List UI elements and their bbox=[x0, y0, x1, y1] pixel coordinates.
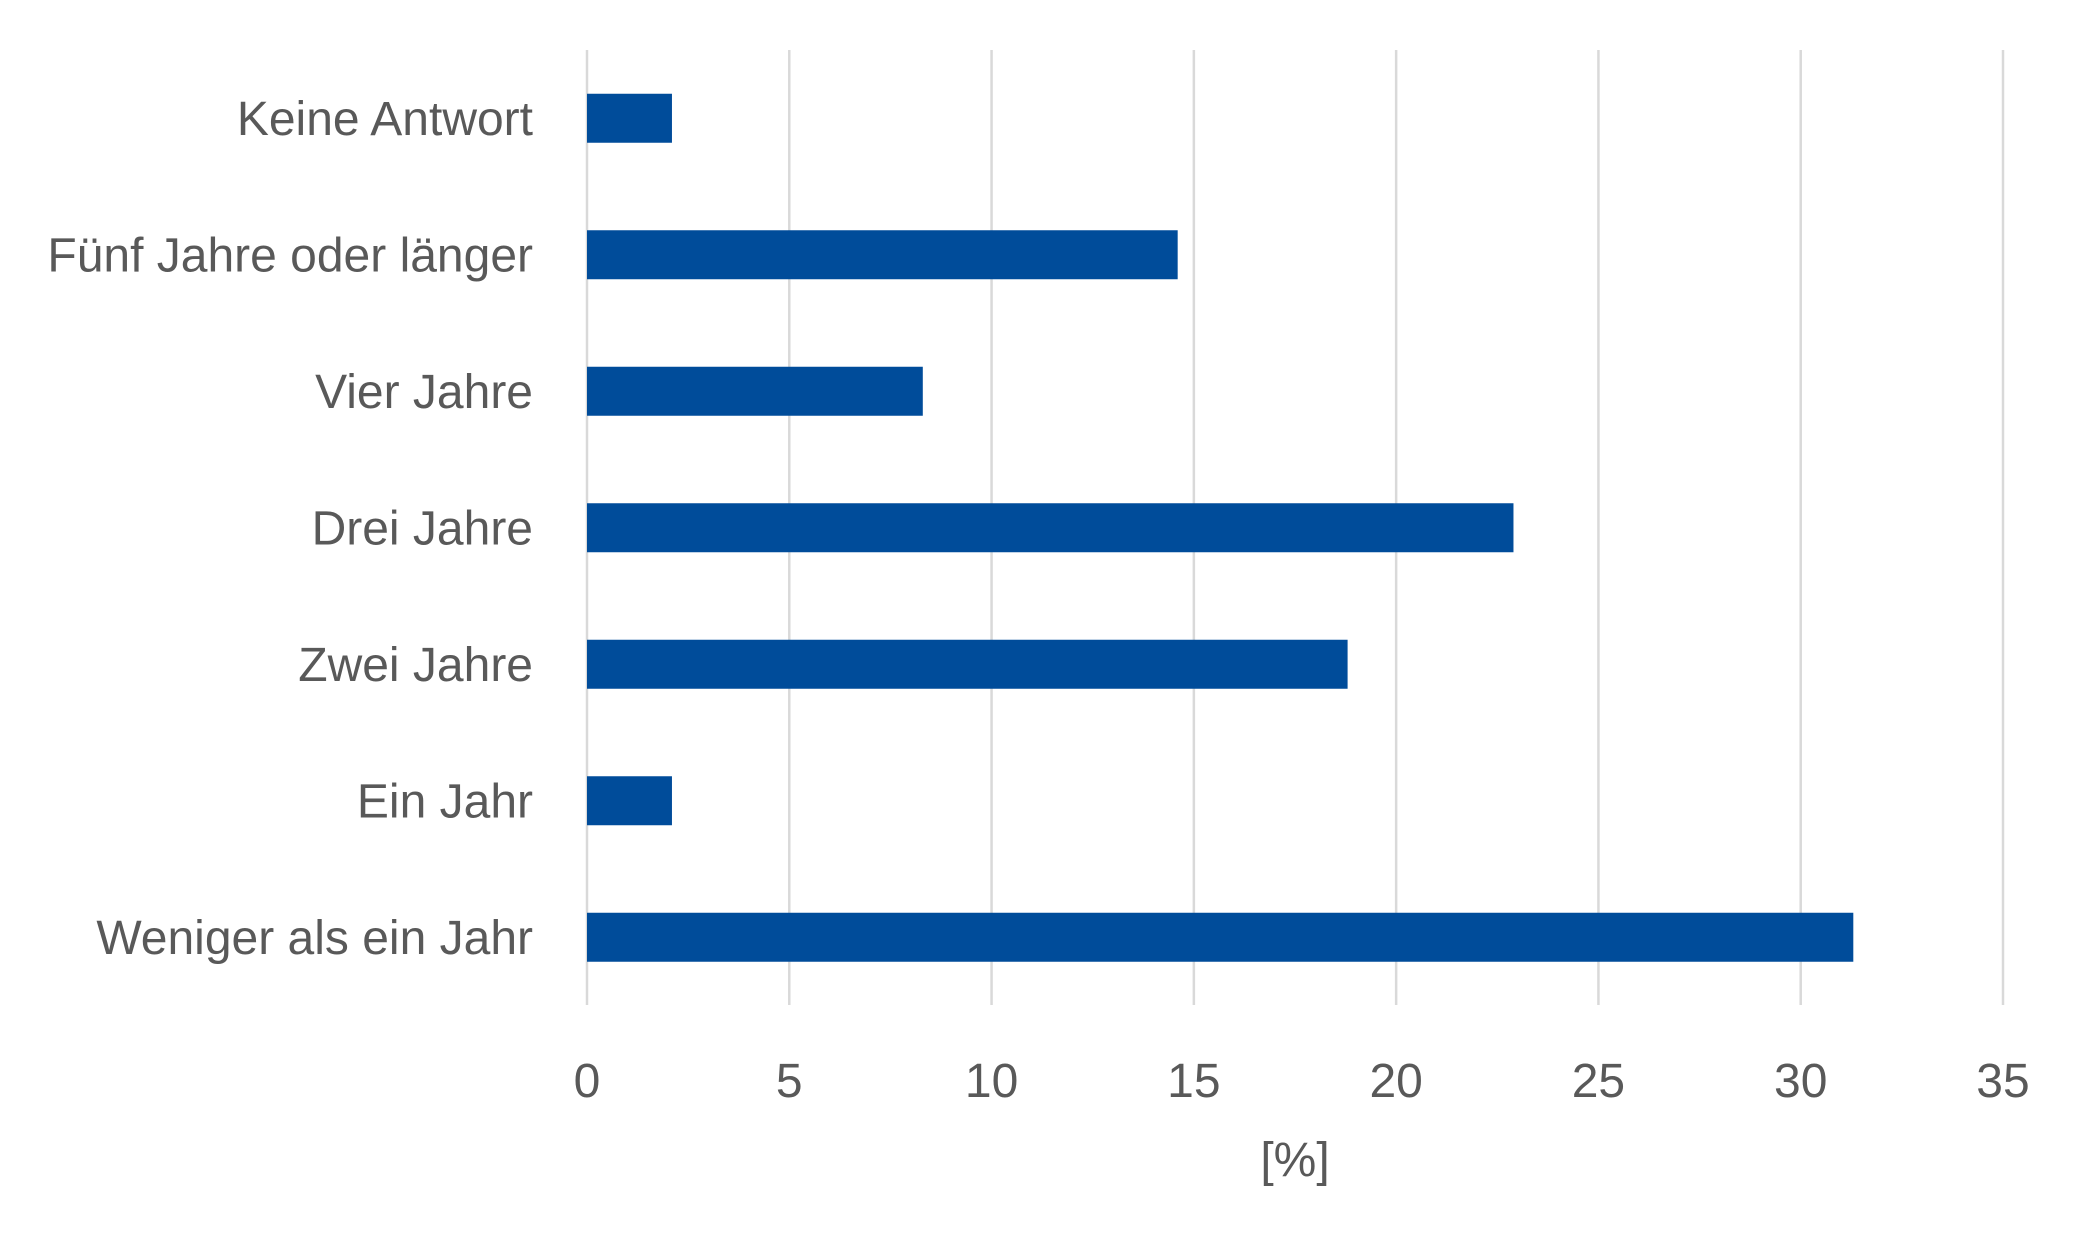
category-labels: Keine Antwort Fünf Jahre oder länger Vier … bbox=[47, 93, 533, 965]
x-tick-label: 20 bbox=[1369, 1055, 1422, 1108]
x-tick-label: 30 bbox=[1774, 1055, 1827, 1108]
category-label: Weniger als ein Jahr bbox=[96, 912, 533, 965]
category-label: Fünf Jahre oder länger bbox=[47, 230, 533, 283]
bar bbox=[587, 639, 1348, 689]
x-tick-label: 15 bbox=[1167, 1055, 1220, 1108]
category-label: Ein Jahr bbox=[357, 776, 533, 829]
bar bbox=[587, 366, 923, 416]
x-tick-label: 10 bbox=[965, 1055, 1018, 1108]
bar bbox=[587, 230, 1178, 280]
x-tick-label: 35 bbox=[1976, 1055, 2029, 1108]
category-label: Keine Antwort bbox=[237, 93, 533, 146]
bars bbox=[587, 93, 1854, 962]
x-tick-label: 5 bbox=[776, 1055, 803, 1108]
x-axis-title: [%] bbox=[1260, 1134, 1329, 1187]
category-label: Zwei Jahre bbox=[298, 639, 533, 692]
bar bbox=[587, 503, 1514, 553]
bar bbox=[587, 93, 672, 143]
x-tick-label: 0 bbox=[574, 1055, 601, 1108]
bar bbox=[587, 912, 1854, 962]
x-tick-labels: 0 5 10 15 20 25 30 35 bbox=[574, 1055, 2030, 1108]
x-tick-label: 25 bbox=[1572, 1055, 1625, 1108]
bar bbox=[587, 776, 672, 826]
category-label: Vier Jahre bbox=[315, 366, 533, 419]
category-label: Drei Jahre bbox=[312, 503, 533, 556]
